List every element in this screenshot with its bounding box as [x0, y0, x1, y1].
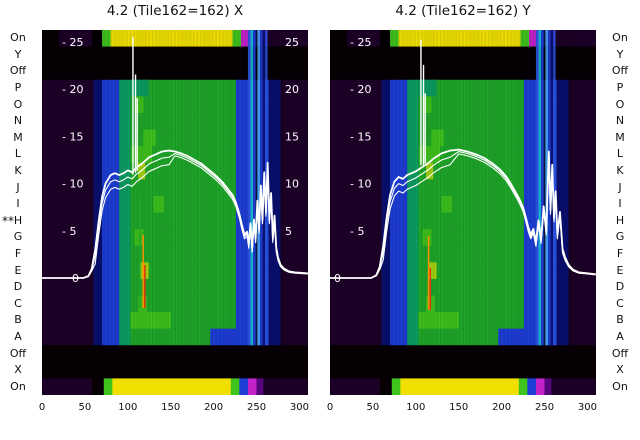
row-label: P	[616, 81, 624, 95]
row-label: G	[615, 230, 625, 244]
heatmap-plot-x	[42, 30, 308, 395]
row-label: Off	[611, 346, 629, 360]
row-label: On	[612, 31, 628, 45]
row-label: I	[618, 197, 622, 211]
row-label: X	[14, 363, 22, 377]
row-label: Y	[616, 47, 624, 61]
row-label: On	[10, 31, 26, 45]
row-label: K	[616, 164, 624, 178]
x-tick-label: 300	[289, 402, 309, 413]
row-label: M	[615, 130, 625, 144]
x-tick-label: 0	[326, 402, 334, 413]
x-tick-label: 50	[78, 402, 92, 413]
row-label: N	[615, 114, 625, 128]
row-marker-asterisks: **	[2, 214, 14, 228]
row-label: N	[13, 114, 23, 128]
row-label: I	[16, 197, 20, 211]
row-label: On	[10, 379, 26, 393]
heatmap-plot-y	[330, 30, 596, 395]
row-label: B	[14, 313, 22, 327]
x-tick-label: 150	[161, 402, 181, 413]
row-label: J	[16, 180, 20, 194]
row-label: H	[615, 213, 625, 227]
row-label: P	[14, 81, 22, 95]
row-label: E	[14, 263, 22, 277]
row-label: O	[13, 97, 23, 111]
x-axis-ticks-left: 0 50 100 150 200 250 300	[39, 402, 332, 418]
x-tick-label: 250	[534, 402, 555, 413]
row-labels-left: On Y Off P O N M L K J I H G F E D C B A Off X On	[6, 30, 30, 395]
x-tick-label: 50	[366, 402, 380, 413]
x-tick-label: 300	[577, 402, 597, 413]
row-label: D	[13, 280, 23, 294]
row-label: F	[14, 246, 22, 260]
row-label: J	[618, 180, 622, 194]
row-label: F	[616, 246, 624, 260]
x-tick-label: 100	[406, 402, 426, 413]
row-label: X	[616, 363, 624, 377]
row-label: G	[13, 230, 23, 244]
row-label: L	[616, 147, 624, 161]
x-tick-label: 100	[118, 402, 138, 413]
row-label: H	[13, 213, 23, 227]
row-label: On	[612, 379, 628, 393]
row-label: E	[616, 263, 624, 277]
row-label: Off	[9, 346, 27, 360]
row-label: L	[14, 147, 22, 161]
row-label: K	[14, 164, 22, 178]
row-label: C	[616, 296, 624, 310]
row-label: O	[615, 97, 625, 111]
row-labels-right: On Y Off P O N M L K J I H G F E D C B A Off X On	[606, 30, 634, 395]
row-label: B	[616, 313, 624, 327]
plot-title-right: 4.2 (Tile162=162) Y	[395, 3, 531, 19]
plot-title-left: 4.2 (Tile162=162) X	[106, 3, 244, 19]
row-label: M	[13, 130, 23, 144]
row-label: C	[14, 296, 22, 310]
row-label: Off	[611, 64, 629, 78]
x-tick-label: 200	[204, 402, 224, 413]
row-label: Off	[9, 64, 27, 78]
row-label: A	[14, 329, 22, 343]
x-axis-ticks-right: 0 50 100 150 200 250 300	[327, 402, 620, 418]
row-label: A	[616, 329, 624, 343]
row-label: Y	[14, 47, 22, 61]
x-tick-label: 0	[38, 402, 46, 413]
x-tick-label: 250	[246, 402, 267, 413]
x-tick-label: 200	[492, 402, 512, 413]
row-label: D	[615, 280, 625, 294]
x-tick-label: 150	[449, 402, 469, 413]
